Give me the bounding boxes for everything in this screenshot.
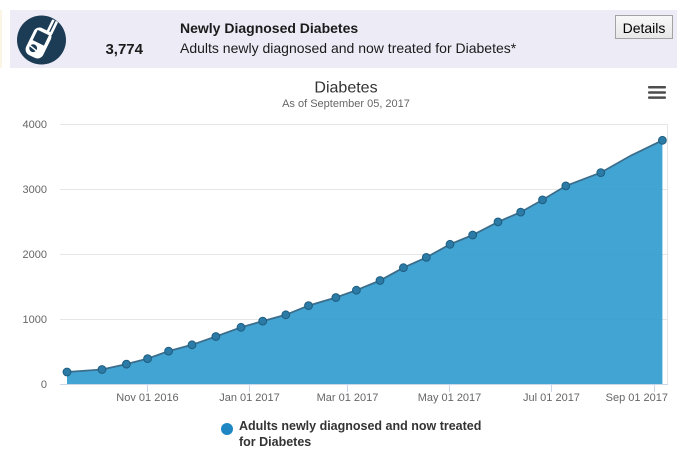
- svg-text:Sep 01 2017: Sep 01 2017: [606, 392, 668, 404]
- svg-text:1000: 1000: [23, 314, 47, 326]
- svg-text:0: 0: [41, 379, 47, 391]
- svg-text:Mar 01 2017: Mar 01 2017: [317, 392, 379, 404]
- svg-text:3000: 3000: [23, 184, 47, 196]
- svg-text:for Diabetes: for Diabetes: [239, 435, 311, 449]
- svg-text:Jan 01 2017: Jan 01 2017: [219, 392, 280, 404]
- svg-text:As of September 05, 2017: As of September 05, 2017: [282, 98, 410, 110]
- svg-text:Nov 01 2016: Nov 01 2016: [116, 392, 178, 404]
- svg-text:May 01 2017: May 01 2017: [418, 392, 482, 404]
- svg-text:Adults newly diagnosed and now: Adults newly diagnosed and now treated: [239, 419, 481, 433]
- svg-text:Diabetes: Diabetes: [314, 80, 377, 97]
- svg-text:2000: 2000: [23, 249, 47, 261]
- svg-text:4000: 4000: [23, 119, 47, 131]
- svg-text:Jul 01 2017: Jul 01 2017: [523, 392, 580, 404]
